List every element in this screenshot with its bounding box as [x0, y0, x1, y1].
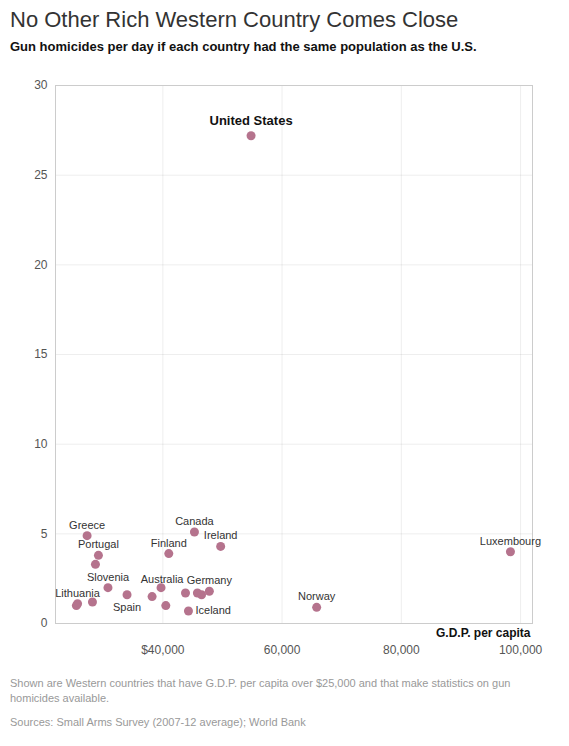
html-text:Gun homicides per day if each: Gun homicides per day if each country ha…: [10, 39, 477, 54]
svg-text:Portugal: Portugal: [78, 538, 119, 550]
svg-text:0: 0: [41, 616, 48, 630]
svg-text:Slovenia: Slovenia: [87, 571, 130, 583]
html-text:Sources: Small Arms Survey (20: Sources: Small Arms Survey (2007-12 aver…: [10, 716, 306, 728]
svg-text:Ireland: Ireland: [204, 529, 238, 541]
svg-text:Germany: Germany: [187, 574, 233, 586]
svg-text:Lithuania: Lithuania: [55, 587, 101, 599]
svg-text:10: 10: [34, 437, 48, 451]
svg-text:Greece: Greece: [69, 519, 105, 531]
html-text:Shown are Western countries th: Shown are Western countries that have G.…: [10, 677, 511, 704]
svg-text:25: 25: [34, 168, 48, 182]
svg-text:Finland: Finland: [151, 537, 187, 549]
svg-text:$40,000: $40,000: [141, 643, 185, 657]
svg-text:100,000: 100,000: [499, 643, 543, 657]
svg-text:Spain: Spain: [113, 601, 141, 613]
svg-text:Iceland: Iceland: [195, 604, 230, 616]
svg-text:Norway: Norway: [298, 590, 336, 602]
svg-text:United States: United States: [210, 113, 293, 128]
svg-text:30: 30: [34, 78, 48, 92]
html-text:No Other Rich Western Country: No Other Rich Western Country Comes Clos…: [10, 7, 459, 32]
svg-text:80,000: 80,000: [383, 643, 420, 657]
svg-text:Luxembourg: Luxembourg: [480, 535, 541, 547]
svg-text:5: 5: [41, 527, 48, 541]
svg-text:20: 20: [34, 258, 48, 272]
svg-text:15: 15: [34, 347, 48, 361]
svg-text:Canada: Canada: [175, 515, 214, 527]
svg-text:G.D.P. per capita: G.D.P. per capita: [436, 626, 531, 640]
svg-text:60,000: 60,000: [264, 643, 301, 657]
svg-text:Australia: Australia: [141, 573, 185, 585]
